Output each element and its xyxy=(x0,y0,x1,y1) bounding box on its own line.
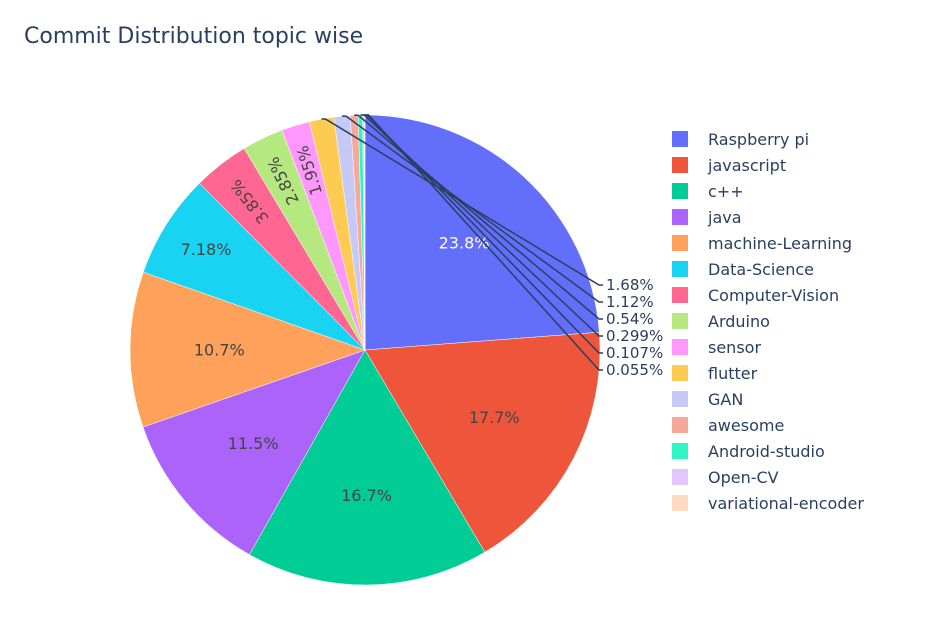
legend-label: Computer-Vision xyxy=(708,285,840,305)
legend: Raspberry pi javascript c++ java machine-Lea… xyxy=(672,126,864,516)
slice-label-open-cv: 0.107% xyxy=(606,344,663,362)
legend-swatch xyxy=(672,443,688,459)
legend-swatch xyxy=(672,287,688,303)
slice-label-java: 11.5% xyxy=(228,434,279,453)
legend-label: variational-encoder xyxy=(708,493,864,513)
legend-label: sensor xyxy=(708,337,762,357)
legend-item-javascript[interactable]: javascript xyxy=(672,152,864,178)
legend-swatch xyxy=(672,339,688,355)
legend-swatch xyxy=(672,495,688,511)
chart-title: Commit Distribution topic wise xyxy=(24,24,364,49)
legend-swatch xyxy=(672,365,688,381)
legend-item-gan[interactable]: GAN xyxy=(672,386,864,412)
slice-label-c: 16.7% xyxy=(341,486,392,505)
legend-swatch xyxy=(672,183,688,199)
legend-item-variational-encoder[interactable]: variational-encoder xyxy=(672,490,864,516)
legend-item-java[interactable]: java xyxy=(672,204,864,230)
legend-swatch xyxy=(672,131,688,147)
legend-swatch xyxy=(672,261,688,277)
slice-label-gan: 1.12% xyxy=(606,293,654,311)
legend-item-flutter[interactable]: flutter xyxy=(672,360,864,386)
pie-slice-machine-learning[interactable] xyxy=(129,271,366,428)
pie-slice-c[interactable] xyxy=(249,349,486,586)
legend-item-computer-vision[interactable]: Computer-Vision xyxy=(672,282,864,308)
legend-label: Android-studio xyxy=(708,441,825,461)
legend-swatch xyxy=(672,209,688,225)
legend-label: java xyxy=(708,207,742,227)
legend-label: machine-Learning xyxy=(708,233,852,253)
legend-label: Open-CV xyxy=(708,467,779,487)
slice-label-flutter: 1.68% xyxy=(606,276,654,294)
legend-swatch xyxy=(672,417,688,433)
outside-slice-labels: 1.68%1.12%0.54%0.299%0.107%0.055% xyxy=(321,114,663,379)
legend-item-open-cv[interactable]: Open-CV xyxy=(672,464,864,490)
legend-label: flutter xyxy=(708,363,758,383)
legend-swatch xyxy=(672,469,688,485)
legend-item-arduino[interactable]: Arduino xyxy=(672,308,864,334)
legend-label: awesome xyxy=(708,415,785,435)
slice-label-data-science: 7.18% xyxy=(181,240,232,259)
leader-line-android-studio xyxy=(360,114,603,337)
legend-label: Data-Science xyxy=(708,259,814,279)
legend-swatch xyxy=(672,157,688,173)
pie-slice-data-science[interactable] xyxy=(142,182,366,351)
legend-item-raspberry-pi[interactable]: Raspberry pi xyxy=(672,126,864,152)
leader-line-variational-encoder xyxy=(364,114,603,371)
legend-label: Raspberry pi xyxy=(708,129,810,149)
slice-label-awesome: 0.54% xyxy=(606,310,654,328)
legend-swatch xyxy=(672,313,688,329)
legend-label: Arduino xyxy=(708,311,770,331)
legend-label: javascript xyxy=(708,155,787,175)
legend-item-c[interactable]: c++ xyxy=(672,178,864,204)
pie-slice-java[interactable] xyxy=(142,349,366,555)
legend-swatch xyxy=(672,391,688,407)
slice-label-javascript: 17.7% xyxy=(469,408,520,427)
legend-item-android-studio[interactable]: Android-studio xyxy=(672,438,864,464)
legend-item-sensor[interactable]: sensor xyxy=(672,334,864,360)
leader-line-awesome xyxy=(354,114,603,320)
legend-swatch xyxy=(672,235,688,251)
pie-slice-javascript[interactable] xyxy=(364,331,601,553)
slice-label-machine-learning: 10.7% xyxy=(194,340,245,359)
legend-label: GAN xyxy=(708,389,744,409)
legend-item-awesome[interactable]: awesome xyxy=(672,412,864,438)
slice-label-raspberry-pi: 23.8% xyxy=(439,234,490,253)
legend-item-machine-learning[interactable]: machine-Learning xyxy=(672,230,864,256)
legend-item-data-science[interactable]: Data-Science xyxy=(672,256,864,282)
legend-label: c++ xyxy=(708,181,744,201)
leader-line-gan xyxy=(341,115,603,303)
slice-label-variational-encoder: 0.055% xyxy=(606,361,663,379)
slice-label-android-studio: 0.299% xyxy=(606,327,663,345)
pie-slices xyxy=(129,114,601,586)
